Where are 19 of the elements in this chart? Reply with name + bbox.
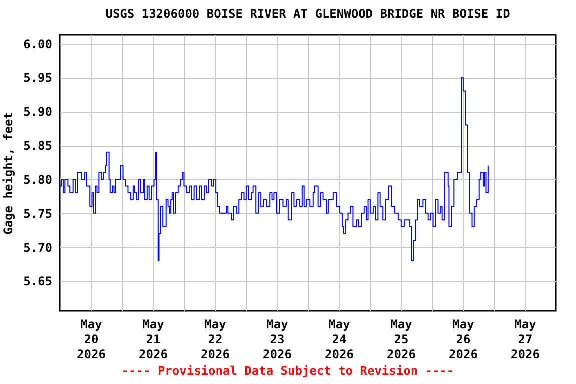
y-tick-label: 6.00 [24,37,52,52]
y-axis-title: Gage height, feet [2,112,16,235]
x-tick-label: May 25 2026 [387,318,416,362]
x-tick-label: May 26 2026 [449,318,478,362]
x-tick-label: May 24 2026 [325,318,354,362]
x-tick-label: May 21 2026 [139,318,168,362]
y-tick-label: 5.95 [24,71,52,86]
y-tick-label: 5.65 [24,274,52,289]
y-tick-label: 5.70 [24,240,52,255]
y-tick-label: 5.80 [24,172,52,187]
y-tick-label: 5.85 [24,139,52,154]
x-tick-label: May 20 2026 [77,318,106,362]
y-tick-label: 5.75 [24,206,52,221]
x-tick-label: May 27 2026 [511,318,540,362]
x-tick-label: May 23 2026 [263,318,292,362]
text: ---- Provisional Data Subject to Revision ---- [120,364,456,378]
x-tick-label: May 22 2026 [201,318,230,362]
y-tick-label: 5.90 [24,105,52,120]
chart-title: USGS 13206000 BOISE RIVER AT GLENWOOD BRIDGE NR BOISE ID [106,7,510,21]
